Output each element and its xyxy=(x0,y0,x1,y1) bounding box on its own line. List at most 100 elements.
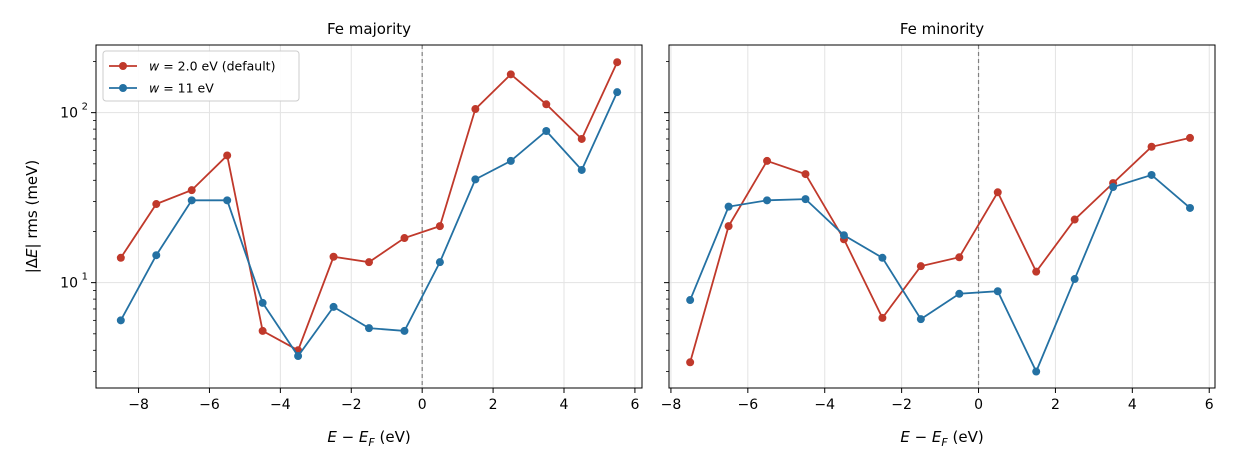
x-tick-label: 2 xyxy=(1051,397,1060,413)
x-axis-label: E − EF (eV) xyxy=(327,428,410,449)
x-tick-label: 4 xyxy=(1128,397,1137,413)
x-axis-label: E − EF (eV) xyxy=(900,428,983,449)
data-point xyxy=(686,358,695,367)
y-tick-label: 10 xyxy=(60,106,78,122)
legend-box xyxy=(102,50,300,102)
data-point xyxy=(1109,183,1118,192)
data-point xyxy=(365,258,373,267)
data-point xyxy=(223,151,232,160)
data-point xyxy=(329,252,338,261)
x-tick-label: −4 xyxy=(814,397,835,413)
legend: w = 2.0 eV (default) w = 11 eV xyxy=(102,50,300,102)
data-point xyxy=(613,88,622,97)
data-point xyxy=(577,134,586,143)
data-point xyxy=(506,70,515,79)
data-point xyxy=(471,175,480,184)
grid xyxy=(669,45,1215,388)
data-point xyxy=(1032,367,1041,376)
data-point xyxy=(365,324,373,333)
data-point xyxy=(258,298,267,307)
data-point xyxy=(435,222,444,231)
data-point xyxy=(1186,203,1195,212)
x-tick-label: 6 xyxy=(1205,397,1214,413)
data-point xyxy=(1147,142,1156,151)
data-point xyxy=(152,200,161,209)
panel-title: Fe minority xyxy=(900,20,984,38)
data-point xyxy=(955,253,964,262)
data-point xyxy=(763,196,772,205)
x-tick-label: −4 xyxy=(270,397,291,413)
data-point xyxy=(1186,133,1195,142)
data-point xyxy=(116,316,125,325)
data-point xyxy=(400,326,409,335)
y-tick-exponent: 2 xyxy=(82,102,88,113)
x-tick-label: 0 xyxy=(974,397,983,413)
x-tick-label: −2 xyxy=(891,397,912,413)
data-point xyxy=(506,156,515,165)
data-point xyxy=(1147,170,1156,179)
y-tick-exponent: 1 xyxy=(82,272,88,283)
x-tick-label: 4 xyxy=(560,397,569,413)
legend-item: w = 11 eV xyxy=(109,81,214,96)
data-point xyxy=(801,195,810,204)
axes-frame xyxy=(668,44,1216,389)
data-point xyxy=(916,262,925,271)
x-tick-label: −2 xyxy=(341,397,362,413)
data-point xyxy=(1070,215,1079,224)
data-point xyxy=(258,326,267,335)
legend-label: w = 11 eV xyxy=(149,81,214,96)
panel-title: Fe majority xyxy=(327,20,411,38)
data-point xyxy=(724,202,733,211)
axes-frame xyxy=(95,44,643,389)
legend-label: w = 2.0 eV (default) xyxy=(149,59,275,74)
panel-1: −8 −6 −4 −2 0 2 4 6 10 1 10 2 Fe majority E − EF (eV)… xyxy=(23,20,643,449)
data-point xyxy=(1032,267,1041,276)
data-point xyxy=(223,196,232,205)
x-tick-label: 2 xyxy=(489,397,498,413)
data-point xyxy=(993,188,1002,197)
series-line xyxy=(689,173,1191,374)
data-point xyxy=(955,289,964,298)
y-tick-label: 10 xyxy=(60,276,78,292)
series-line xyxy=(689,137,1191,363)
y-axis-label: |ΔE| rms (meV) xyxy=(23,160,41,274)
data-point xyxy=(116,253,125,262)
data-point xyxy=(435,258,444,267)
data-point xyxy=(878,313,887,322)
data-point xyxy=(542,100,551,109)
data-point xyxy=(763,156,772,165)
data-point xyxy=(801,170,810,179)
data-point xyxy=(294,352,303,361)
series-w-11-ev xyxy=(116,88,622,361)
panel-2: −8 −6 −4 −2 0 2 4 6 Fe minority E − EF (eV) xyxy=(661,20,1216,449)
legend-item: w = 2.0 eV (default) xyxy=(109,59,275,74)
legend-marker xyxy=(119,62,127,70)
x-tick-label: 0 xyxy=(418,397,427,413)
data-point xyxy=(152,251,161,260)
data-point xyxy=(471,105,480,114)
x-tick-label: −6 xyxy=(199,397,220,413)
x-tick-label: −6 xyxy=(738,397,759,413)
data-point xyxy=(724,222,733,231)
data-point xyxy=(329,302,338,311)
x-tick-label: 6 xyxy=(630,397,639,413)
data-point xyxy=(993,287,1002,296)
series-w-11-ev xyxy=(686,170,1195,376)
data-point xyxy=(542,126,551,135)
data-point xyxy=(613,58,622,67)
data-point xyxy=(577,165,586,174)
data-point xyxy=(187,186,196,195)
data-point xyxy=(878,253,887,262)
data-point xyxy=(839,231,848,240)
x-tick-label: −8 xyxy=(128,397,149,413)
data-point xyxy=(187,196,196,205)
x-tick-label: −8 xyxy=(661,397,682,413)
series-w-2-0-ev xyxy=(686,133,1195,367)
data-point xyxy=(400,234,409,243)
series-w-2-0-ev xyxy=(116,58,622,355)
data-point xyxy=(916,315,925,324)
data-point xyxy=(1070,275,1079,284)
data-point xyxy=(686,296,695,305)
legend-marker xyxy=(119,84,127,92)
